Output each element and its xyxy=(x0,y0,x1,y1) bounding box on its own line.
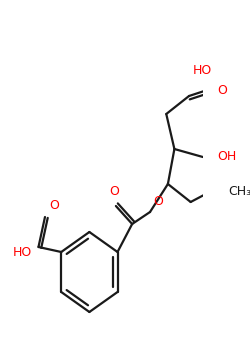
Text: CH₃: CH₃ xyxy=(228,186,250,198)
Text: OH: OH xyxy=(218,150,237,163)
Text: O: O xyxy=(49,199,59,212)
Text: O: O xyxy=(153,195,163,208)
Text: O: O xyxy=(109,185,119,198)
Text: O: O xyxy=(218,84,227,97)
Text: HO: HO xyxy=(13,245,32,259)
Text: HO: HO xyxy=(193,64,212,77)
